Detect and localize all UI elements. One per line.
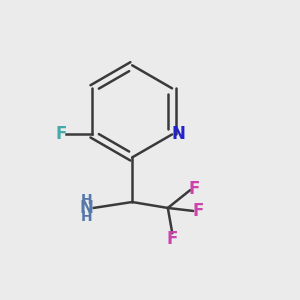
Text: F: F (192, 202, 203, 220)
Text: F: F (55, 125, 67, 143)
Text: H: H (80, 193, 92, 207)
Text: F: F (189, 180, 200, 198)
Text: H: H (80, 210, 92, 224)
Text: N: N (79, 199, 93, 217)
Text: F: F (167, 230, 178, 247)
Text: N: N (172, 125, 185, 143)
